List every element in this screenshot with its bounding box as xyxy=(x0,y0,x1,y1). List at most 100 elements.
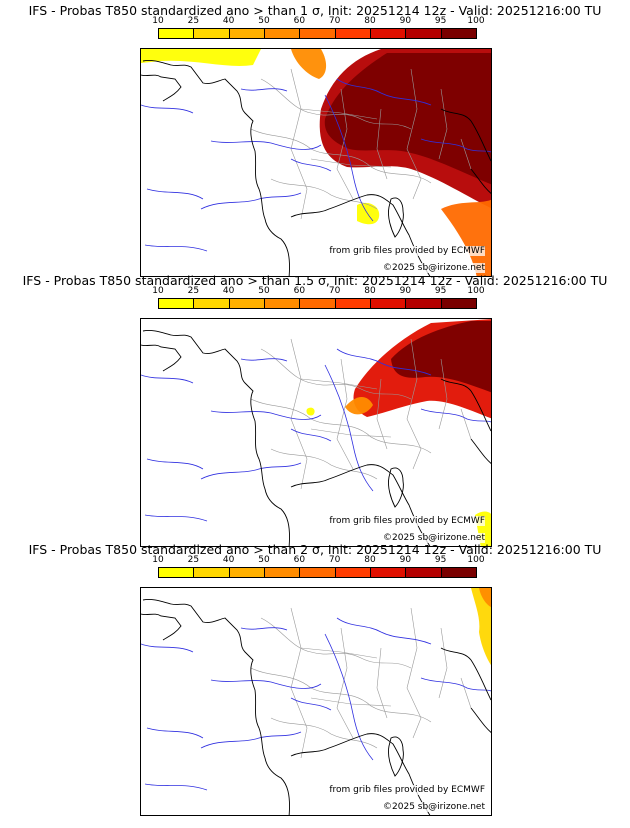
colorbar-segment xyxy=(335,568,371,577)
colorbar-tick-label: 100 xyxy=(467,555,485,565)
source-credit: from grib files provided by ECMWF xyxy=(329,246,485,256)
river xyxy=(420,138,491,153)
colorbar-segment xyxy=(370,568,407,577)
colorbar-tick-label: 70 xyxy=(328,555,341,565)
admin-border xyxy=(270,178,378,210)
admin-border xyxy=(250,398,432,454)
colorbar-segment xyxy=(159,299,195,308)
copyright-credit: ©2025 sb@irizone.net xyxy=(383,263,485,273)
map-background xyxy=(141,588,491,815)
colorbar-tick-label: 10 xyxy=(152,286,164,296)
admin-border xyxy=(406,338,422,470)
copyright-credit: ©2025 sb@irizone.net xyxy=(383,802,485,812)
probability-area xyxy=(141,49,261,66)
colorbar-tick-label: 60 xyxy=(293,555,306,565)
admin-border xyxy=(270,717,378,749)
map-panel-1-sigma: IFS - Probas T850 standardized ano > tha… xyxy=(0,0,630,277)
colorbar-tick-label: 90 xyxy=(399,555,412,565)
river xyxy=(336,78,432,106)
colorbar xyxy=(158,567,477,578)
river xyxy=(336,617,432,645)
admin-border xyxy=(438,88,472,170)
colorbar-segment xyxy=(194,568,230,577)
coastline xyxy=(142,599,290,815)
coastline xyxy=(440,378,491,464)
corsica-island xyxy=(388,197,404,238)
admin-border xyxy=(336,358,354,470)
colorbar-segment xyxy=(300,299,336,308)
colorbar-segment xyxy=(406,299,442,308)
probability-area xyxy=(291,49,327,79)
river xyxy=(210,679,322,689)
coastline xyxy=(440,108,491,194)
coastline xyxy=(440,647,491,733)
colorbar-tick-label: 70 xyxy=(328,16,341,26)
colorbar-segment xyxy=(194,29,230,38)
river xyxy=(420,408,491,423)
map-canvas xyxy=(141,588,491,815)
corsica-island xyxy=(388,467,404,508)
colorbar-tick-label: 50 xyxy=(258,286,270,296)
source-credit: from grib files provided by ECMWF xyxy=(329,785,485,795)
colorbar-segment xyxy=(370,299,407,308)
probability-area xyxy=(306,407,315,416)
colorbar-ticks: 10 25 40 50 60 70 80 90 95 100 xyxy=(152,286,484,296)
colorbar-segment xyxy=(335,29,371,38)
admin-border xyxy=(376,108,388,180)
admin-border xyxy=(438,627,472,709)
river xyxy=(324,364,374,492)
probability-area xyxy=(357,202,380,225)
colorbar-segment xyxy=(406,29,442,38)
probability-area xyxy=(471,588,491,666)
colorbar-tick-label: 95 xyxy=(434,286,447,296)
river xyxy=(324,633,374,761)
colorbar-tick-label: 70 xyxy=(328,286,341,296)
river xyxy=(144,727,208,791)
coastline xyxy=(141,344,182,372)
colorbar-ticks: 10 25 40 50 60 70 80 90 95 100 xyxy=(152,555,484,565)
admin-border xyxy=(438,358,472,440)
coastline xyxy=(142,60,290,276)
colorbar-tick-label: 80 xyxy=(364,555,376,565)
probability-map: from grib files provided by ECMWF ©2025 … xyxy=(140,587,492,816)
colorbar-segment xyxy=(264,568,301,577)
river xyxy=(240,358,332,442)
admin-border xyxy=(336,627,354,739)
coastline xyxy=(141,613,182,641)
colorbar-segment xyxy=(441,299,476,308)
river xyxy=(200,192,302,210)
colorbar-tick-label: 100 xyxy=(467,16,485,26)
river xyxy=(240,88,332,172)
probability-map: from grib files provided by ECMWF ©2025 … xyxy=(140,318,492,547)
river xyxy=(141,374,194,384)
colorbar-segment xyxy=(264,299,301,308)
colorbar-tick-label: 40 xyxy=(222,555,235,565)
corsica-island xyxy=(388,736,404,777)
colorbar-tick-label: 25 xyxy=(187,555,200,565)
admin-border xyxy=(406,68,422,200)
colorbar-tick-label: 80 xyxy=(364,286,376,296)
colorbar-tick-label: 100 xyxy=(467,286,485,296)
coastline xyxy=(290,194,431,276)
river xyxy=(141,104,194,114)
admin-border xyxy=(250,667,432,723)
probability-area xyxy=(391,321,491,393)
colorbar-tick-label: 50 xyxy=(258,16,270,26)
river xyxy=(144,188,208,252)
colorbar-segment xyxy=(229,29,265,38)
river xyxy=(240,627,332,711)
coastline xyxy=(142,330,290,546)
colorbar-segment xyxy=(406,568,442,577)
admin-border xyxy=(250,128,432,184)
admin-border xyxy=(290,68,308,220)
colorbar-segment xyxy=(441,568,476,577)
colorbar-segment xyxy=(159,568,195,577)
panel-title: IFS - Probas T850 standardized ano > tha… xyxy=(28,3,602,18)
admin-border xyxy=(290,338,308,490)
admin-border xyxy=(260,78,412,130)
colorbar-segment xyxy=(300,568,336,577)
admin-border xyxy=(260,617,412,669)
panel-title: IFS - Probas T850 standardized ano > tha… xyxy=(22,273,608,288)
coastline xyxy=(141,74,182,102)
probability-area xyxy=(441,199,491,276)
